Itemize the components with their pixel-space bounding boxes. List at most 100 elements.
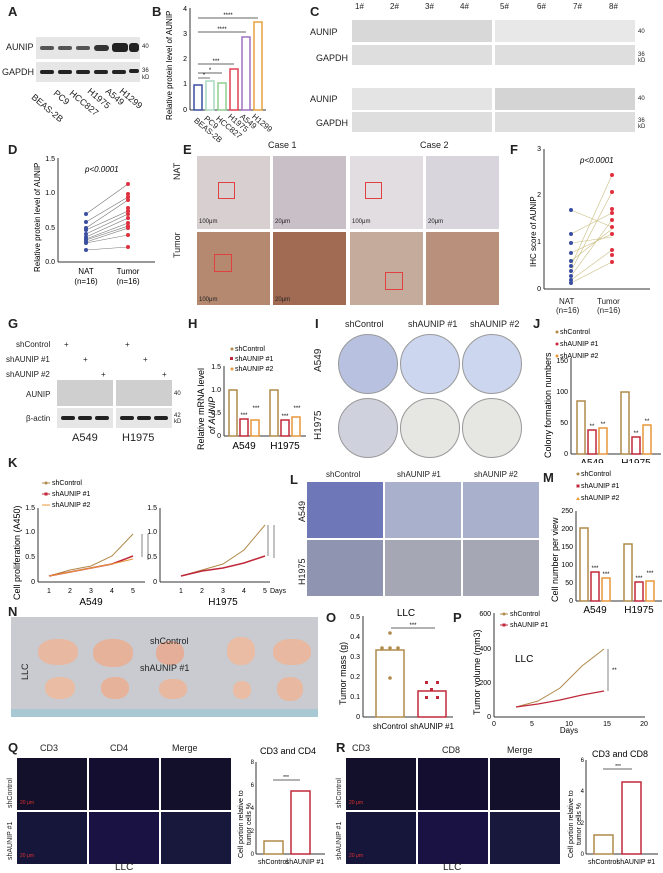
svg-text:A549: A549 — [79, 597, 103, 608]
row-label: A549 — [313, 348, 324, 372]
svg-text:**: ** — [634, 431, 639, 437]
svg-text:100: 100 — [561, 562, 573, 569]
panel-label-h: H — [188, 316, 198, 331]
svg-text:***: *** — [615, 764, 621, 770]
svg-text:*: * — [209, 68, 212, 74]
row-label: H1975 — [297, 558, 307, 585]
svg-text:**: ** — [645, 419, 650, 425]
svg-text:3: 3 — [183, 31, 187, 38]
svg-text:0: 0 — [153, 579, 157, 586]
svg-text:3: 3 — [537, 146, 541, 153]
svg-text:200: 200 — [479, 680, 491, 687]
svg-text:shControl: shControl — [258, 859, 288, 866]
svg-text:0.2: 0.2 — [350, 674, 360, 681]
svg-text:4: 4 — [110, 588, 114, 595]
blot-row-label: GAPDH — [2, 67, 35, 77]
svg-text:(n=16): (n=16) — [116, 277, 140, 286]
svg-text:2: 2 — [537, 192, 541, 199]
column-label: shAUNIP #1 — [397, 470, 441, 479]
blot-row-label: AUNIP — [6, 42, 34, 52]
svg-text:6: 6 — [581, 758, 585, 764]
bar-chart-j: Colony formation numbers 0 50 100 150 shCon… — [543, 329, 661, 463]
cell-line-label: A549 — [72, 432, 98, 444]
svg-text:0: 0 — [31, 579, 35, 586]
svg-text:shControl: shControl — [588, 859, 618, 866]
ihc-row-label: NAT — [172, 162, 182, 180]
svg-text:***: *** — [283, 775, 289, 781]
svg-text:*: * — [203, 73, 206, 79]
svg-text:(n=16): (n=16) — [74, 277, 98, 286]
svg-text:***: *** — [646, 571, 654, 577]
svg-text:Colony formation numbers: Colony formation numbers — [543, 352, 553, 458]
svg-text:shControl: shControl — [373, 722, 407, 731]
svg-text:A549: A549 — [232, 441, 256, 452]
panel-label-k: K — [8, 455, 18, 470]
condition-label: shControl — [16, 340, 51, 349]
bar-chart-q: CD3 and CD4 Cell portion relative to tum… — [238, 746, 325, 866]
svg-text:A549: A549 — [583, 605, 607, 613]
svg-text:250: 250 — [561, 508, 573, 515]
row-label: H1975 — [313, 410, 324, 440]
svg-text:0.0: 0.0 — [45, 259, 55, 266]
column-label: shAUNIP #1 — [408, 319, 458, 329]
x-tick-nat: NAT — [559, 297, 575, 306]
panel-label-m: M — [543, 470, 554, 485]
case-label: Case 2 — [420, 140, 449, 150]
svg-text:0: 0 — [183, 107, 187, 114]
ihc-row-label: Tumor — [172, 232, 182, 258]
svg-text:0: 0 — [487, 714, 491, 721]
panel-label-l: L — [290, 472, 298, 487]
svg-text:2: 2 — [581, 821, 585, 827]
svg-text:2: 2 — [200, 588, 204, 595]
row-label: shAUNIP #1 — [7, 821, 14, 860]
panel-label-f: F — [510, 142, 518, 157]
svg-text:shAUNIP #2: shAUNIP #2 — [581, 495, 619, 502]
panel-label-g: G — [8, 316, 19, 331]
svg-text:H1975: H1975 — [624, 605, 654, 613]
svg-text:400: 400 — [479, 646, 491, 653]
svg-text:0: 0 — [217, 433, 221, 440]
svg-text:***: *** — [293, 406, 301, 412]
svg-text:1.0: 1.0 — [25, 529, 35, 536]
svg-text:shControl: shControl — [235, 346, 265, 353]
column-label: shControl — [345, 319, 384, 329]
svg-text:shControl: shControl — [560, 329, 590, 336]
western-blot-aunip — [36, 37, 140, 59]
svg-text:Days: Days — [560, 726, 578, 735]
svg-text:***: *** — [409, 623, 417, 629]
scatter-chart-d: Relative protein level of AUNIP 0.0 0.5 1.… — [33, 156, 155, 286]
svg-text:shAUNIP #1: shAUNIP #1 — [52, 491, 90, 498]
channel-label: CD3 — [352, 743, 371, 753]
column-label: shAUNIP #2 — [470, 319, 520, 329]
svg-text:A549: A549 — [580, 458, 604, 463]
x-tick-tumor: Tumor — [597, 297, 620, 306]
svg-text:**: ** — [612, 668, 617, 674]
photo-side-label: LLC — [20, 663, 30, 680]
svg-text:Cell proliferation (A450): Cell proliferation (A450) — [12, 505, 22, 600]
svg-text:****: **** — [217, 27, 227, 33]
svg-text:4: 4 — [242, 588, 246, 595]
row-label: shControl — [7, 778, 14, 808]
svg-text:of AUNIP: of AUNIP — [207, 397, 217, 434]
svg-text:shAUNIP #1: shAUNIP #1 — [235, 356, 273, 363]
svg-text:***: *** — [281, 414, 289, 420]
case-label: Case 1 — [268, 140, 297, 150]
svg-text:0.5: 0.5 — [350, 614, 360, 621]
svg-text:0: 0 — [492, 721, 496, 728]
svg-text:****: **** — [223, 13, 233, 19]
svg-text:1: 1 — [179, 588, 183, 595]
line-chart-p: Tumor volume (mm3) shControl shAUNIP #1 L… — [472, 611, 648, 735]
panel-label-c: C — [310, 4, 320, 19]
bar-chart-h: Relative mRNA level of AUNIP 00.51.01.5 … — [196, 346, 306, 452]
n-label: (n=16) — [556, 306, 580, 315]
svg-text:15: 15 — [603, 721, 611, 728]
svg-text:1.0: 1.0 — [45, 190, 55, 197]
svg-text:H1975: H1975 — [621, 458, 651, 463]
svg-text:shAUNIP #2: shAUNIP #2 — [560, 353, 598, 360]
svg-text:50: 50 — [565, 580, 573, 587]
svg-text:Cell number per view: Cell number per view — [550, 517, 560, 602]
svg-text:p<0.0001: p<0.0001 — [579, 156, 614, 165]
panel-label-j: J — [533, 316, 541, 331]
channel-label: Merge — [172, 743, 198, 753]
